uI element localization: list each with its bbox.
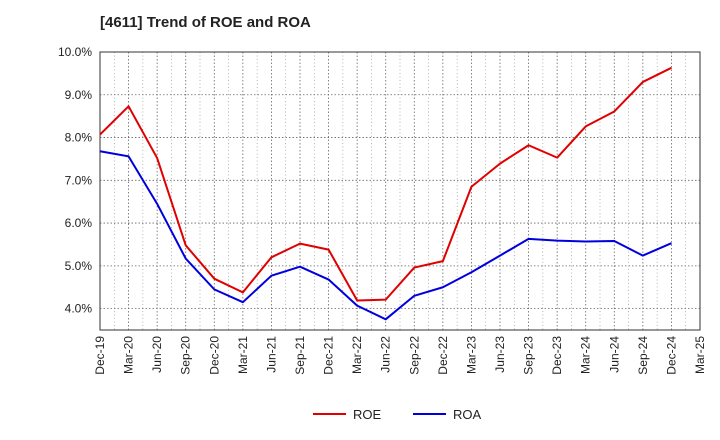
y-tick-label: 9.0% <box>65 88 93 102</box>
chart-title: [4611] Trend of ROE and ROA <box>100 14 311 31</box>
series-line-roe <box>99 66 672 302</box>
x-tick-label: Dec-22 <box>436 336 450 375</box>
x-tick-label: Dec-20 <box>207 336 221 375</box>
plot-area <box>100 52 700 330</box>
x-tick-label: Sep-21 <box>293 336 307 375</box>
x-tick-label: Sep-24 <box>636 336 650 375</box>
x-tick-label: Mar-21 <box>236 336 250 374</box>
x-tick-label: Jun-22 <box>379 336 393 373</box>
x-tick-label: Sep-22 <box>407 336 421 375</box>
x-tick-label: Jun-24 <box>607 336 621 373</box>
legend-label-roe: ROE <box>353 407 382 422</box>
y-tick-label: 7.0% <box>65 173 93 187</box>
x-tick-label: Mar-20 <box>122 336 136 374</box>
plot-frame <box>99 51 701 331</box>
y-tick-label: 8.0% <box>65 131 93 145</box>
x-tick-label: Dec-23 <box>550 336 564 375</box>
x-tick-label: Sep-20 <box>179 336 193 375</box>
x-tick-label: Mar-23 <box>464 336 478 374</box>
y-tick-label: 4.0% <box>65 302 93 316</box>
x-tick-label: Mar-24 <box>579 336 593 374</box>
x-tick-label: Sep-23 <box>522 336 536 375</box>
x-tick-label: Jun-21 <box>264 336 278 373</box>
x-tick-label: Mar-22 <box>350 336 364 374</box>
series-line-roa <box>99 150 672 321</box>
x-tick-label: Dec-19 <box>93 336 107 375</box>
x-tick-label: Dec-24 <box>664 336 678 375</box>
y-tick-label: 5.0% <box>65 259 93 273</box>
x-tick-label: Mar-25 <box>693 336 707 374</box>
x-tick-label: Jun-23 <box>493 336 507 373</box>
x-tick-label: Jun-20 <box>150 336 164 373</box>
y-tick-label: 6.0% <box>65 216 93 230</box>
x-tick-label: Dec-21 <box>322 336 336 375</box>
y-tick-label: 10.0% <box>58 45 92 59</box>
legend-label-roa: ROA <box>453 407 482 422</box>
